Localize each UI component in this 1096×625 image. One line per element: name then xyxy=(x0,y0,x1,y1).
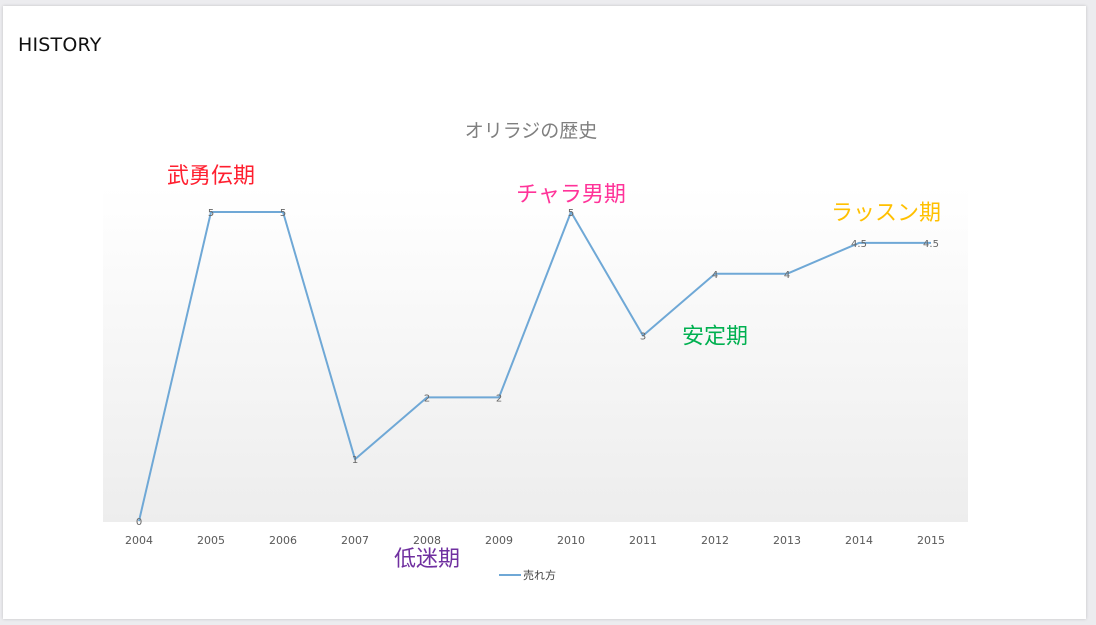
x-tick-2013: 2013 xyxy=(773,534,801,547)
data-label-2014: 4.5 xyxy=(851,239,867,250)
slide: HISTORY オリラジの歴史 武勇伝期低迷期 チャラ男期安定期 ラッスン期 0 5 5… xyxy=(3,6,1086,619)
annotation-4: ラッスン期 xyxy=(831,201,941,226)
data-label-2008: 2 xyxy=(424,393,430,404)
data-label-2015: 4.5 xyxy=(923,239,939,250)
slide-title: HISTORY xyxy=(18,34,102,56)
data-label-2004: 0 xyxy=(136,517,142,528)
data-labels: 0 5 5 1 2 2 5 3 4 4 4.5 4.5 xyxy=(136,208,939,528)
data-label-2007: 1 xyxy=(352,455,358,466)
x-tick-2006: 2006 xyxy=(269,534,297,547)
x-tick-2004: 2004 xyxy=(125,534,153,547)
annotation-2: チャラ男期 xyxy=(516,182,626,207)
data-label-2010: 5 xyxy=(568,208,574,219)
x-tick-2010: 2010 xyxy=(557,534,585,547)
x-tick-2007: 2007 xyxy=(341,534,369,547)
data-label-2013: 4 xyxy=(784,270,790,281)
data-label-2005: 5 xyxy=(208,208,214,219)
x-tick-2012: 2012 xyxy=(701,534,729,547)
chart-title: オリラジの歴史 xyxy=(465,120,598,142)
legend-label: 売れ方 xyxy=(523,568,556,582)
plot-area xyxy=(103,186,968,522)
x-tick-2008: 2008 xyxy=(413,534,441,547)
series-line xyxy=(138,211,931,522)
x-tick-2011: 2011 xyxy=(629,534,657,547)
data-label-2006: 5 xyxy=(280,208,286,219)
legend: 売れ方 xyxy=(499,568,556,582)
x-tick-2005: 2005 xyxy=(197,534,225,547)
data-label-2011: 3 xyxy=(640,332,646,343)
data-label-2012: 4 xyxy=(712,270,718,281)
x-tick-2014: 2014 xyxy=(845,534,873,547)
annotation-3: 安定期 xyxy=(682,325,748,350)
annotation-0: 武勇伝期 xyxy=(167,164,255,189)
x-tick-2009: 2009 xyxy=(485,534,513,547)
annotation-1: 低迷期 xyxy=(394,547,460,572)
x-axis-ticks: 2004 2005 2006 2007 2008 2009 2010 2011 2012 2013… xyxy=(125,534,945,547)
x-tick-2015: 2015 xyxy=(917,534,945,547)
data-label-2009: 2 xyxy=(496,393,502,404)
